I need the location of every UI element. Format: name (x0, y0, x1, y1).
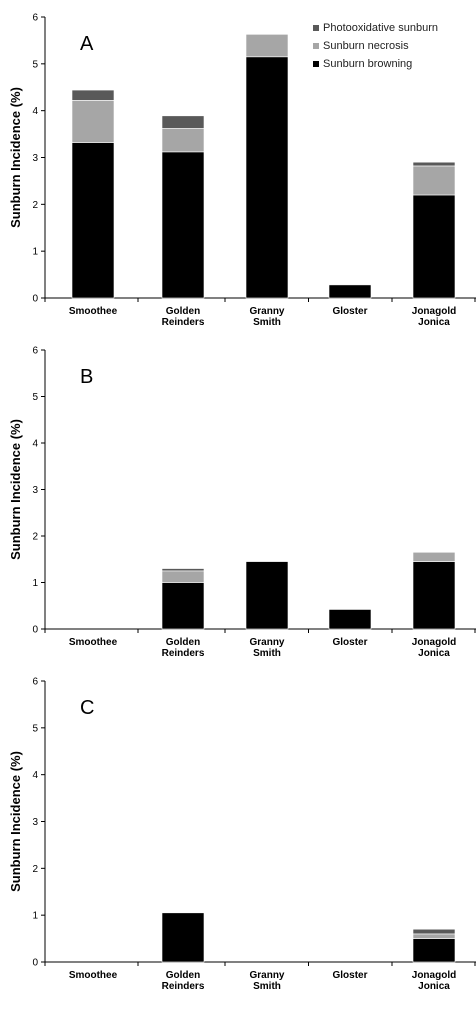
bar-segment (71, 89, 115, 101)
y-tick-label: 4 (32, 770, 38, 781)
legend-item: Photooxidative sunburn (323, 22, 438, 34)
bar-segment (412, 938, 456, 963)
y-tick-label: 6 (32, 677, 38, 688)
x-tick-label: Gloster (332, 306, 367, 317)
x-tick-label: Granny Smith (249, 306, 284, 328)
bar-segment (161, 912, 205, 963)
y-tick-label: 1 (32, 578, 38, 589)
legend-swatch (313, 43, 319, 49)
bar-segment (71, 142, 115, 299)
y-tick-label: 3 (32, 817, 38, 828)
y-tick-label: 3 (32, 153, 38, 164)
bar-segment (328, 284, 372, 299)
chart-panel-b: 0 1 2 3 4 5 6 Sunburn Incidence (%) B Smoothee Gol… (8, 346, 476, 659)
x-tick-label: Jonagold Jonica (412, 970, 456, 992)
bar-segment (245, 56, 289, 299)
legend-item: Sunburn necrosis (323, 40, 409, 52)
bar-segment (71, 100, 115, 143)
y-tick-label: 5 (32, 59, 38, 70)
y-tick-label: 0 (32, 958, 38, 969)
y-axis-label: Sunburn Incidence (%) (8, 751, 23, 892)
bar-segment (412, 551, 456, 562)
panel-label: B (80, 366, 93, 388)
x-tick-label: Golden Reinders (162, 306, 205, 328)
bar-segment (161, 128, 205, 153)
y-tick-label: 4 (32, 439, 38, 450)
bar-segment (245, 34, 289, 58)
y-tick-label: 6 (32, 346, 38, 357)
y-tick-label: 2 (32, 200, 38, 211)
y-tick-label: 5 (32, 392, 38, 403)
x-tick-label: Jonagold Jonica (412, 306, 456, 328)
y-tick-label: 4 (32, 106, 38, 117)
bar-segment (412, 194, 456, 299)
x-tick-label: Smoothee (69, 306, 118, 317)
bar-segment (161, 570, 205, 583)
chart-panel-a: 0 1 2 3 4 5 6 Sunburn Incidence (%) A Smoothee Gol… (8, 13, 476, 328)
y-tick-label: 6 (32, 13, 38, 24)
y-tick-label: 0 (32, 294, 38, 305)
bar-segment (161, 568, 205, 572)
y-tick-label: 1 (32, 247, 38, 258)
bar-segment (328, 609, 372, 630)
panel-label: C (80, 697, 94, 719)
legend-item: Sunburn browning (323, 58, 412, 70)
y-tick-label: 3 (32, 485, 38, 496)
x-tick-label: Granny Smith (249, 637, 284, 659)
x-tick-label: Jonagold Jonica (412, 637, 456, 659)
legend-swatch (313, 25, 319, 31)
bar-segment (412, 165, 456, 196)
y-tick-label: 1 (32, 911, 38, 922)
y-tick-label: 0 (32, 625, 38, 636)
bar-segment (161, 582, 205, 630)
legend-swatch (313, 61, 319, 67)
y-axis-label: Sunburn Incidence (%) (8, 87, 23, 228)
x-tick-label: Smoothee (69, 970, 118, 981)
x-tick-label: Golden Reinders (162, 970, 205, 992)
chart-panel-c: 0 1 2 3 4 5 6 Sunburn Incidence (%) C Smoothee Gol… (8, 677, 476, 992)
x-tick-label: Granny Smith (249, 970, 284, 992)
x-tick-label: Gloster (332, 970, 367, 981)
panel-label: A (80, 33, 94, 55)
y-tick-label: 2 (32, 532, 38, 543)
bar-segment (412, 561, 456, 630)
y-tick-label: 2 (32, 864, 38, 875)
bar-segment (412, 928, 456, 935)
bar-segment (161, 151, 205, 299)
bar-segment (412, 161, 456, 167)
y-axis-label: Sunburn Incidence (%) (8, 419, 23, 560)
x-tick-label: Smoothee (69, 637, 118, 648)
bar-segment (412, 933, 456, 939)
x-tick-label: Golden Reinders (162, 637, 205, 659)
y-tick-label: 5 (32, 723, 38, 734)
x-tick-label: Gloster (332, 637, 367, 648)
bar-segment (245, 561, 289, 630)
bar-segment (161, 115, 205, 129)
